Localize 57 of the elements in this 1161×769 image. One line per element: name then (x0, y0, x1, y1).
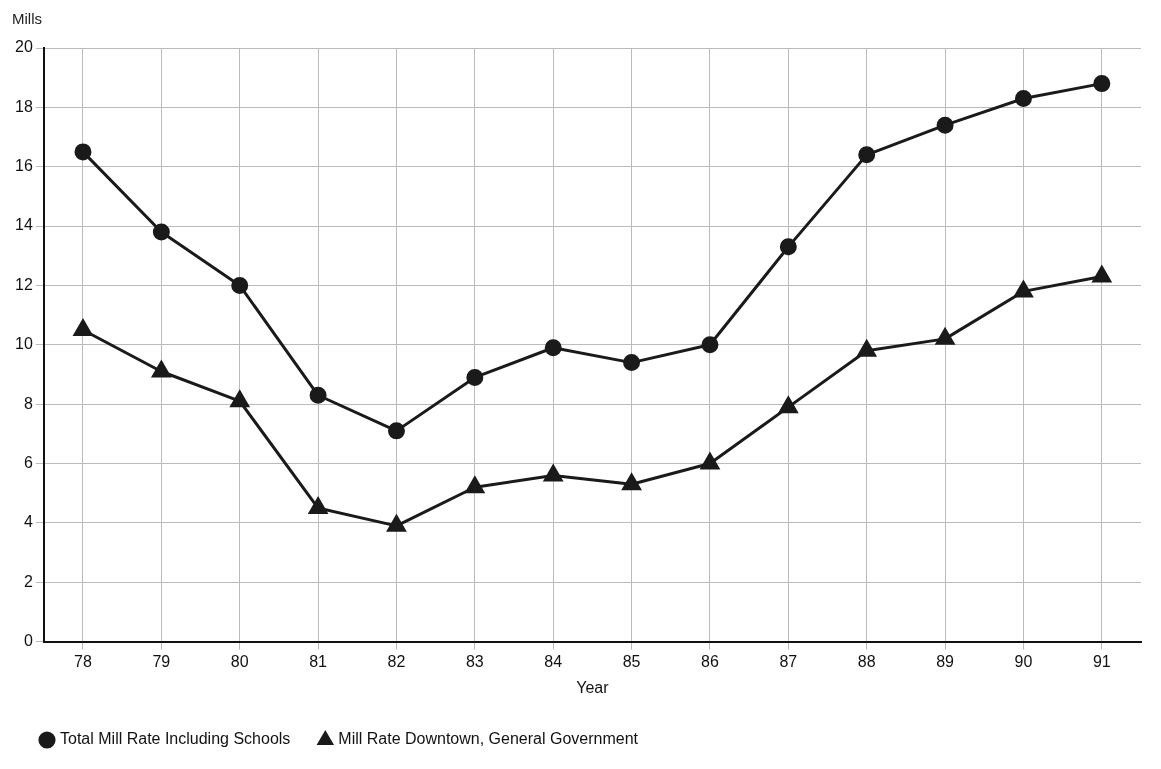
point (465, 476, 485, 494)
legend-label: Total Mill Rate Including Schools (60, 730, 291, 748)
point (623, 354, 641, 372)
y-tick-label: 6 (23, 453, 33, 471)
point (936, 116, 954, 134)
point (73, 319, 93, 336)
point (779, 396, 798, 414)
x-tick-label: 84 (544, 652, 563, 670)
x-tick-label: 87 (779, 652, 798, 670)
point (544, 339, 562, 357)
y-tick-label: 16 (15, 157, 33, 175)
x-tick-label: 85 (622, 652, 641, 670)
x-tick-label: 81 (309, 652, 328, 670)
point (152, 223, 170, 241)
y-tick-label: 8 (23, 394, 33, 412)
point (309, 386, 327, 404)
point (387, 422, 405, 440)
point (230, 390, 250, 408)
point (387, 515, 406, 532)
legend-label: Mill Rate Downtown, General Government (338, 730, 639, 748)
point (231, 276, 249, 294)
x-tick-label: 89 (936, 652, 955, 670)
point (700, 453, 720, 470)
x-tick-label: 86 (701, 652, 719, 670)
y-tick-label: 12 (15, 275, 33, 293)
y-tick-label: 10 (15, 335, 33, 353)
y-tick-label: 4 (23, 513, 33, 531)
point (152, 361, 171, 378)
point (1093, 75, 1111, 93)
point (857, 340, 876, 357)
point (308, 497, 328, 515)
x-tick-label: 91 (1092, 652, 1111, 670)
x-tick-label: 80 (230, 652, 249, 670)
point (1014, 89, 1032, 107)
x-axis-title: Year (576, 678, 610, 696)
x-tick-label: 78 (74, 652, 92, 670)
point (622, 473, 641, 491)
y-tick-label: 14 (15, 216, 33, 234)
x-tick-label: 90 (1014, 652, 1033, 670)
x-tick-label: 82 (387, 652, 406, 670)
y-tick-label: 0 (23, 632, 33, 650)
point (858, 146, 876, 164)
x-tick-label: 79 (152, 652, 171, 670)
y-tick-label: 20 (15, 38, 33, 56)
point (1014, 280, 1033, 298)
point (543, 464, 563, 482)
point (779, 238, 797, 256)
x-tick-label: 88 (857, 652, 876, 670)
y-tick-label: 18 (15, 97, 33, 115)
point (701, 336, 719, 354)
point (935, 328, 955, 345)
point (1092, 266, 1112, 283)
point (466, 368, 484, 386)
x-tick-label: 83 (465, 652, 484, 670)
y-axis-title: Mills (12, 9, 42, 27)
point (74, 143, 92, 161)
y-tick-label: 2 (23, 572, 33, 590)
